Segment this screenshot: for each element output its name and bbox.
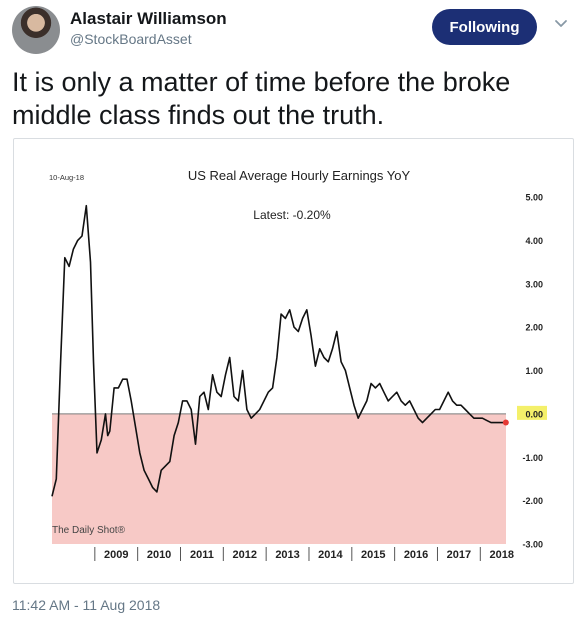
series-line — [51, 204, 504, 497]
x-tick-label: 2010 — [147, 549, 171, 561]
latest-annotation: Latest: -0.20% — [253, 208, 331, 222]
y-tick-label: 2.00 — [525, 323, 543, 333]
chart-title: US Real Average Hourly Earnings YoY — [188, 168, 411, 183]
x-tick-label: 2014 — [318, 549, 343, 561]
x-tick-label: 2016 — [404, 549, 428, 561]
x-tick-label: 2017 — [447, 549, 471, 561]
chart-svg: 10-Aug-18 US Real Average Hourly Earning… — [49, 168, 547, 561]
y-tick-label: -3.00 — [522, 540, 543, 550]
watermark: The Daily Shot® — [52, 525, 126, 536]
zero-label-highlight — [517, 405, 547, 420]
y-tick-label: 5.00 — [525, 193, 543, 203]
x-tick-label: 2011 — [190, 549, 214, 561]
x-tick-label: 2015 — [361, 549, 385, 561]
x-tick-label: 2013 — [275, 549, 299, 561]
tweet-media-chart[interactable]: 10-Aug-18 US Real Average Hourly Earning… — [13, 138, 574, 584]
tweet-text: It is only a matter of time before the b… — [12, 67, 511, 130]
display-name[interactable]: Alastair Williamson — [70, 9, 227, 28]
following-button[interactable]: Following — [432, 9, 537, 45]
y-tick-label: 0.00 — [525, 409, 543, 419]
negative-region — [52, 413, 506, 544]
y-tick-label: 1.00 — [525, 366, 543, 376]
user-handle[interactable]: @StockBoardAsset — [70, 31, 192, 47]
y-tick-label: 4.00 — [525, 236, 543, 246]
x-tick-label: 2018 — [489, 549, 513, 561]
y-tick-label: 3.00 — [525, 279, 543, 289]
x-tick-label: 2009 — [104, 549, 128, 561]
latest-point — [502, 419, 509, 426]
x-tick-label: 2012 — [232, 549, 256, 561]
tweet-header: Alastair Williamson @StockBoardAsset Fol… — [0, 0, 576, 60]
tweet-timestamp[interactable]: 11:42 AM - 11 Aug 2018 — [12, 597, 161, 613]
chevron-down-icon[interactable] — [553, 16, 569, 32]
y-tick-label: -2.00 — [522, 496, 543, 506]
chart-date-label: 10-Aug-18 — [49, 173, 84, 182]
avatar[interactable] — [12, 6, 60, 54]
y-tick-label: -1.00 — [522, 453, 543, 463]
